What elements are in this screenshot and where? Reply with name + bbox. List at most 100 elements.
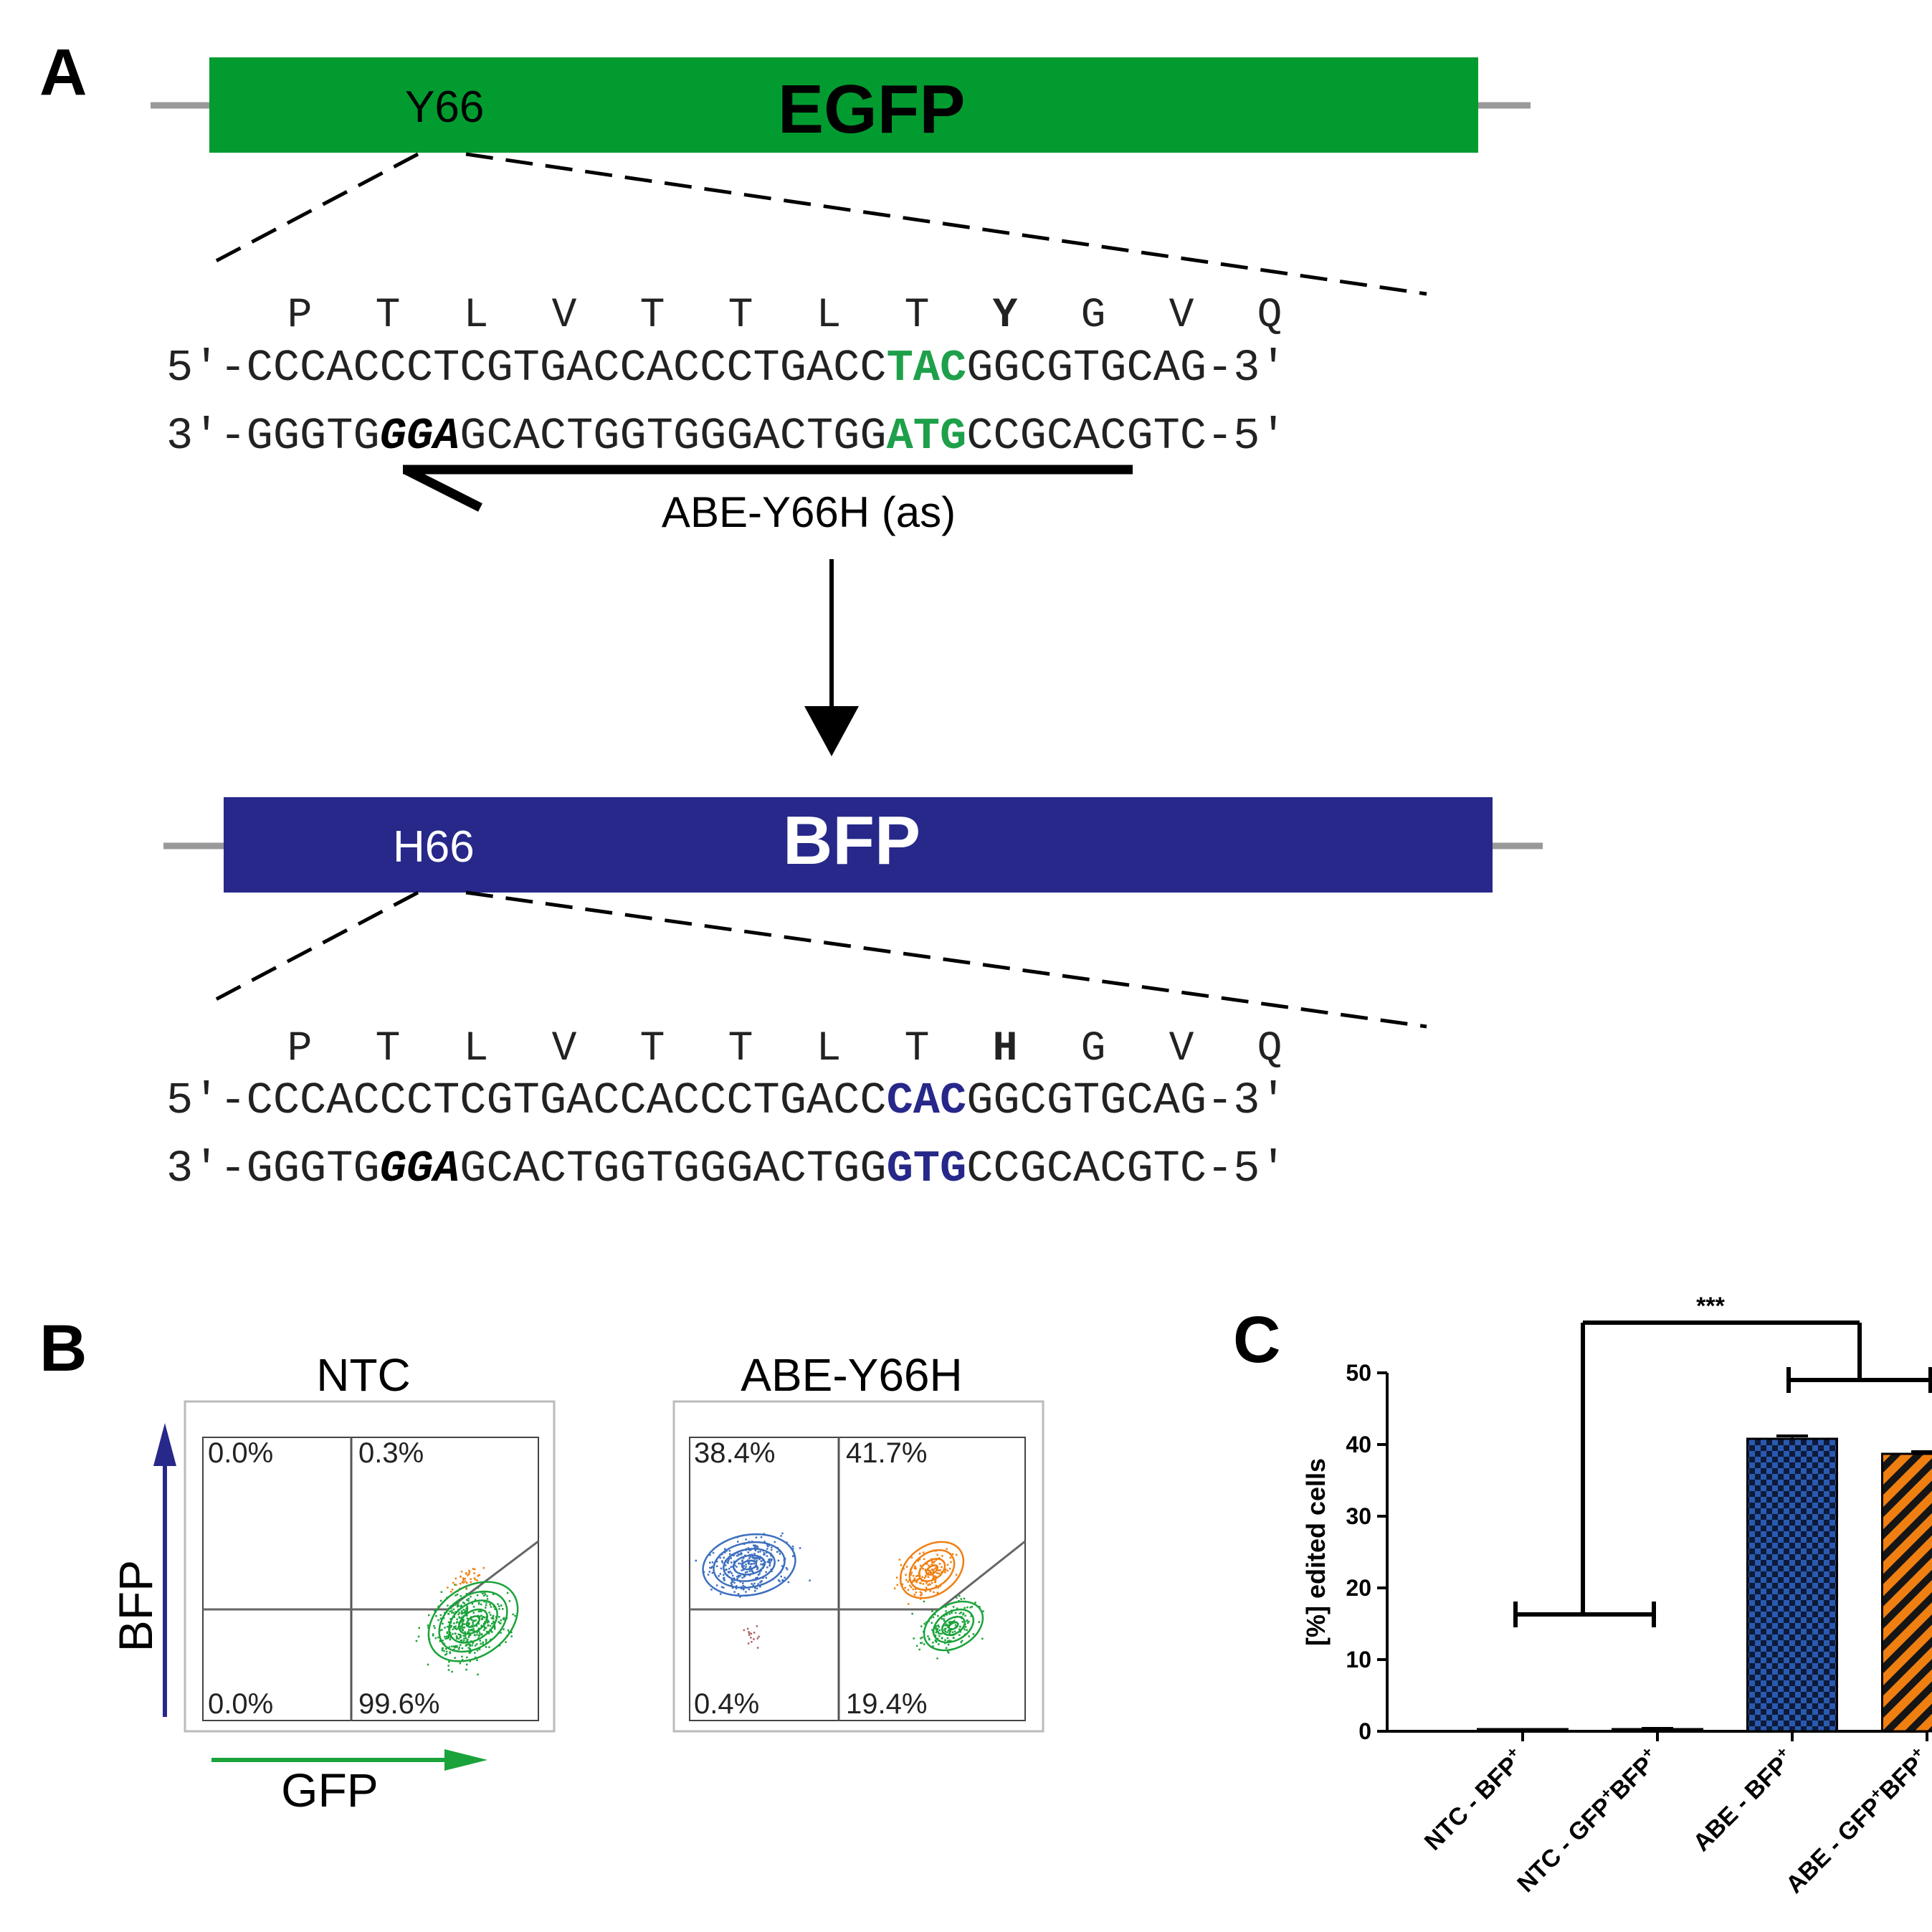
event-dot	[468, 1652, 471, 1655]
event-dot	[955, 1553, 958, 1556]
event-dot	[440, 1591, 443, 1593]
quadrant-label-lower-left: 0.0%	[208, 1688, 273, 1720]
event-dot	[780, 1535, 782, 1537]
event-dot	[981, 1637, 984, 1640]
event-dot	[508, 1631, 510, 1633]
event-dot	[493, 1628, 496, 1630]
event-dot	[474, 1652, 476, 1654]
event-dot	[432, 1634, 434, 1637]
event-dot	[766, 1555, 768, 1557]
event-dot	[506, 1591, 509, 1594]
amino-acid-8: Y	[993, 292, 1018, 339]
event-dot	[467, 1597, 470, 1600]
event-dot	[767, 1561, 770, 1564]
event-dot	[763, 1553, 766, 1556]
amino-acid-bfp-11: Q	[1257, 1026, 1283, 1072]
event-dot	[487, 1619, 490, 1622]
event-dot	[463, 1640, 465, 1642]
event-dot	[751, 1569, 753, 1571]
quadrant-label-lower-right-abe: 19.4%	[846, 1688, 927, 1720]
event-dot	[728, 1558, 731, 1560]
event-dot	[907, 1589, 910, 1591]
event-dot	[932, 1569, 934, 1571]
event-dot	[766, 1548, 768, 1550]
event-dot	[467, 1638, 469, 1641]
event-dot	[472, 1627, 475, 1630]
event-dot	[751, 1570, 753, 1572]
event-dot	[936, 1572, 938, 1574]
event-dot	[932, 1561, 935, 1564]
event-dot	[774, 1541, 776, 1543]
event-dot	[446, 1632, 448, 1634]
event-dot	[728, 1571, 730, 1574]
event-dot	[739, 1596, 741, 1598]
event-dot	[932, 1571, 934, 1573]
event-dot	[483, 1591, 486, 1594]
event-dot	[480, 1610, 482, 1613]
event-dot	[896, 1584, 898, 1586]
event-dot	[448, 1646, 451, 1648]
event-dot	[751, 1583, 753, 1585]
event-dot	[928, 1564, 930, 1567]
event-dot	[743, 1569, 745, 1571]
event-dot	[473, 1572, 475, 1574]
event-dot	[466, 1617, 469, 1619]
amino-acid-bfp-6: L	[817, 1026, 842, 1072]
event-dot	[923, 1600, 925, 1603]
event-dot	[476, 1659, 478, 1662]
event-dot	[498, 1608, 500, 1610]
event-dot	[923, 1558, 925, 1560]
event-dot	[758, 1635, 760, 1638]
event-dot	[510, 1635, 513, 1637]
event-dot	[485, 1630, 488, 1633]
event-dot	[730, 1557, 732, 1559]
event-dot	[731, 1586, 734, 1589]
event-dot	[494, 1608, 496, 1610]
gfp-axis-label: GFP	[281, 1764, 379, 1817]
event-dot	[482, 1592, 484, 1595]
event-dot	[749, 1548, 752, 1551]
event-dot	[731, 1584, 733, 1586]
event-dot	[492, 1616, 494, 1618]
event-dot	[915, 1591, 918, 1594]
event-dot	[907, 1581, 909, 1583]
event-dot	[743, 1575, 746, 1577]
event-dot	[958, 1634, 961, 1636]
event-dot	[944, 1639, 946, 1641]
event-dot	[910, 1574, 913, 1576]
bfp-gene-bar	[224, 797, 1493, 893]
event-dot	[490, 1614, 492, 1616]
event-dot	[974, 1602, 976, 1604]
event-dot	[928, 1569, 930, 1571]
event-dot	[768, 1561, 771, 1564]
event-dot	[709, 1566, 711, 1569]
event-dot	[750, 1632, 753, 1635]
event-dot	[462, 1629, 464, 1631]
panel-letter-c: C	[1233, 1303, 1280, 1376]
event-dot	[457, 1637, 460, 1640]
event-dot	[752, 1557, 754, 1559]
event-dot	[472, 1606, 475, 1608]
event-dot	[935, 1559, 938, 1561]
amino-acid-6: L	[817, 292, 842, 339]
event-dot	[753, 1544, 755, 1546]
event-dot	[482, 1566, 485, 1569]
event-dot	[791, 1548, 794, 1550]
event-dot	[770, 1560, 772, 1562]
quadrant-label-upper-left: 0.0%	[208, 1437, 273, 1469]
event-dot	[728, 1568, 731, 1570]
egfp-residue-label: Y66	[405, 82, 484, 132]
event-dot	[760, 1560, 763, 1562]
event-dot	[757, 1551, 759, 1553]
event-dot	[502, 1618, 505, 1620]
event-dot	[767, 1545, 769, 1548]
event-dot	[434, 1609, 436, 1612]
event-dot	[457, 1613, 460, 1616]
event-dot	[468, 1622, 470, 1624]
event-dot	[417, 1635, 420, 1638]
zoom-line-left	[206, 152, 419, 267]
event-dot	[489, 1604, 491, 1606]
event-dot	[762, 1563, 764, 1565]
event-dot	[454, 1584, 456, 1586]
event-dot	[477, 1603, 480, 1605]
